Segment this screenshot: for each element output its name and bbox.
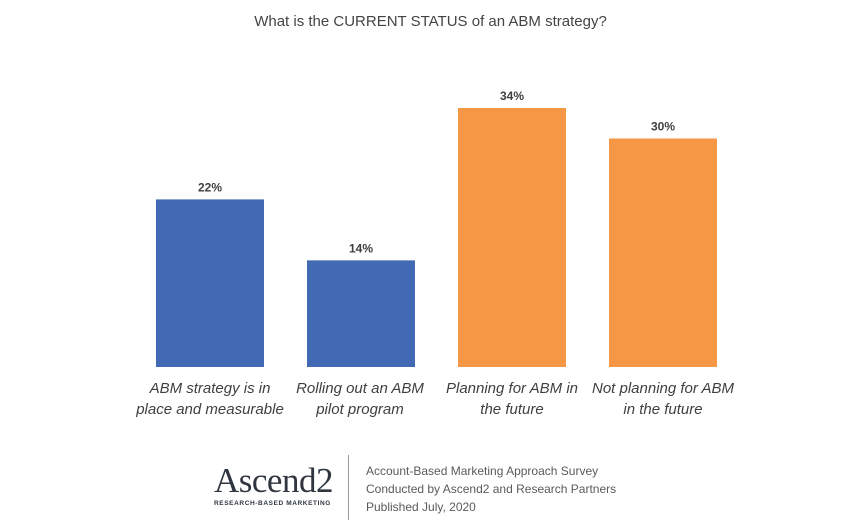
ascend2-logo: Ascend2 RESEARCH-BASED MARKETING xyxy=(214,463,334,508)
logo-tagline: RESEARCH-BASED MARKETING xyxy=(214,500,331,507)
logo-wordmark: Ascend2 xyxy=(214,463,334,499)
bar-value-label-2: 14% xyxy=(349,241,373,255)
category-label-2: Rolling out an ABM pilot program xyxy=(280,378,440,420)
bar-value-label-3: 34% xyxy=(500,89,524,103)
footer-line-published: Published July, 2020 xyxy=(366,500,476,514)
category-label-3-line-1: Planning for ABM in xyxy=(445,380,578,397)
bar-value-label-4: 30% xyxy=(651,119,675,133)
footer-source-text: Account-Based Marketing Approach Survey … xyxy=(366,462,616,516)
category-label-4-line-2: in the future xyxy=(623,401,703,418)
bar-3 xyxy=(458,108,566,367)
category-label-1-line-1: ABM strategy is in xyxy=(149,380,271,397)
footer-line-survey: Account-Based Marketing Approach Survey xyxy=(366,464,599,478)
bar-2 xyxy=(307,260,415,367)
bar-4 xyxy=(609,138,717,367)
chart-title: What is the CURRENT STATUS of an ABM str… xyxy=(254,13,607,30)
category-label-4-line-1: Not planning for ABM xyxy=(591,380,735,397)
footer-divider xyxy=(348,455,349,520)
footer-line-conducted: Conducted by Ascend2 and Research Partne… xyxy=(366,482,617,496)
category-label-1: ABM strategy is in place and measurable xyxy=(130,378,290,420)
category-label-3-line-2: the future xyxy=(480,401,544,418)
bar-value-label-1: 22% xyxy=(198,180,222,194)
category-label-1-line-2: place and measurable xyxy=(136,401,284,418)
category-label-3: Planning for ABM in the future xyxy=(432,378,592,420)
logo-word-number: 2 xyxy=(315,461,334,500)
category-label-4: Not planning for ABM in the future xyxy=(583,378,743,420)
logo-word-main: Ascend xyxy=(214,461,316,500)
category-label-2-line-1: Rolling out an ABM xyxy=(296,380,424,397)
category-label-2-line-2: pilot program xyxy=(316,401,404,418)
bar-1 xyxy=(156,199,264,367)
